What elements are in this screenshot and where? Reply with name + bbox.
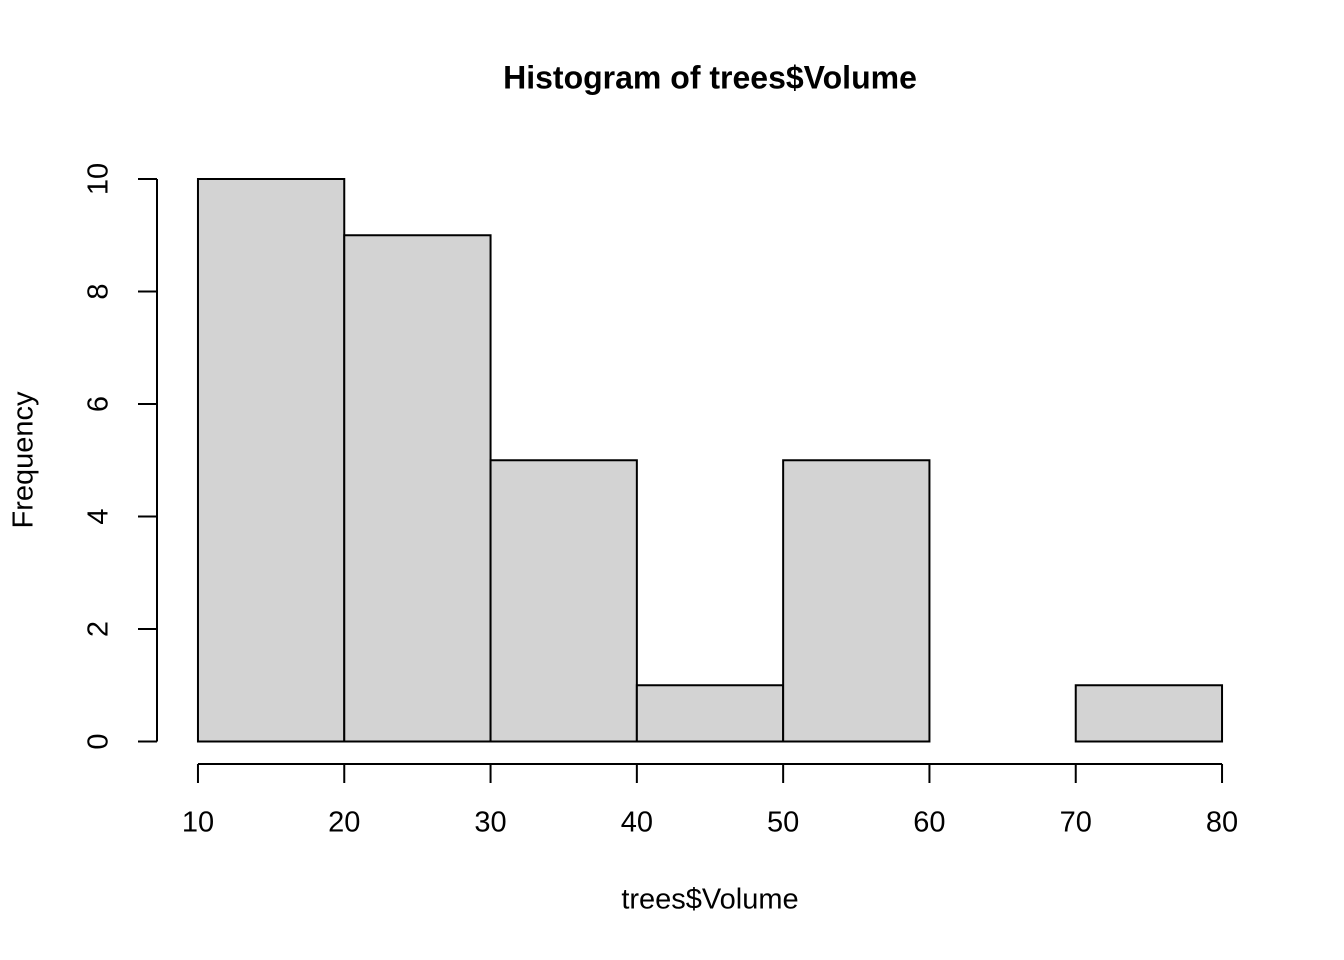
bar [635, 684, 785, 743]
y-tick-label: 8 [83, 283, 115, 299]
x-axis-label: trees$Volume [621, 884, 798, 916]
y-axis-label: Frequency [8, 391, 40, 529]
x-tick-label: 30 [474, 807, 506, 839]
chart-title: Histogram of trees$Volume [503, 59, 917, 95]
x-tick-label: 50 [767, 807, 799, 839]
x-tick-label: 40 [621, 807, 653, 839]
x-tick-label: 70 [1060, 807, 1092, 839]
x-tick-label: 60 [913, 807, 945, 839]
y-tick-label: 4 [83, 508, 115, 524]
x-tick-label: 10 [182, 807, 214, 839]
x-tick-label: 20 [328, 807, 360, 839]
bar [489, 459, 638, 743]
x-tick-label: 80 [1206, 807, 1238, 839]
bar [1074, 684, 1224, 743]
y-tick-label: 10 [83, 163, 115, 195]
bar [782, 459, 931, 743]
bar [343, 234, 492, 743]
y-tick-label: 0 [83, 733, 115, 749]
y-tick-label: 6 [83, 396, 115, 412]
y-tick-label: 2 [83, 621, 115, 637]
bar [196, 178, 346, 743]
